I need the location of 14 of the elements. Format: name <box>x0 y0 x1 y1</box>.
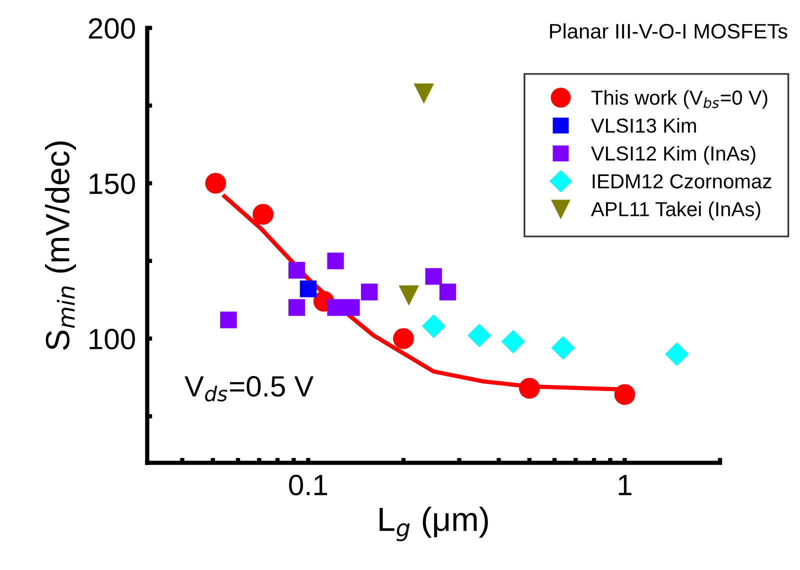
x-tick-label: 0.1 <box>289 474 328 496</box>
x-tick-label: 1 <box>618 475 632 496</box>
y-tick-label: 100 <box>90 328 135 350</box>
legend-label: APL11 Takei (InAs) <box>590 202 760 220</box>
y-tick-label: 200 <box>88 18 135 39</box>
y-axis-title: S$_{min}$ (mV/dec) <box>44 142 76 350</box>
annotation: V$_{ds}$=0.5 V <box>184 376 314 402</box>
legend-label: VLSI13 Kim <box>591 118 696 133</box>
y-tick-label: 150 <box>90 173 135 194</box>
chart-title: Planar III-V-O-I MOSFETs <box>550 23 788 39</box>
legend-label: This work (V$_{bs}$=0 V) <box>591 90 768 109</box>
legend-label: VLSI12 Kim (InAs) <box>591 146 756 165</box>
x-axis-title: L$_{g}$ (μm) <box>380 506 488 542</box>
legend-label: IEDM12 Czornomaz <box>592 174 772 188</box>
